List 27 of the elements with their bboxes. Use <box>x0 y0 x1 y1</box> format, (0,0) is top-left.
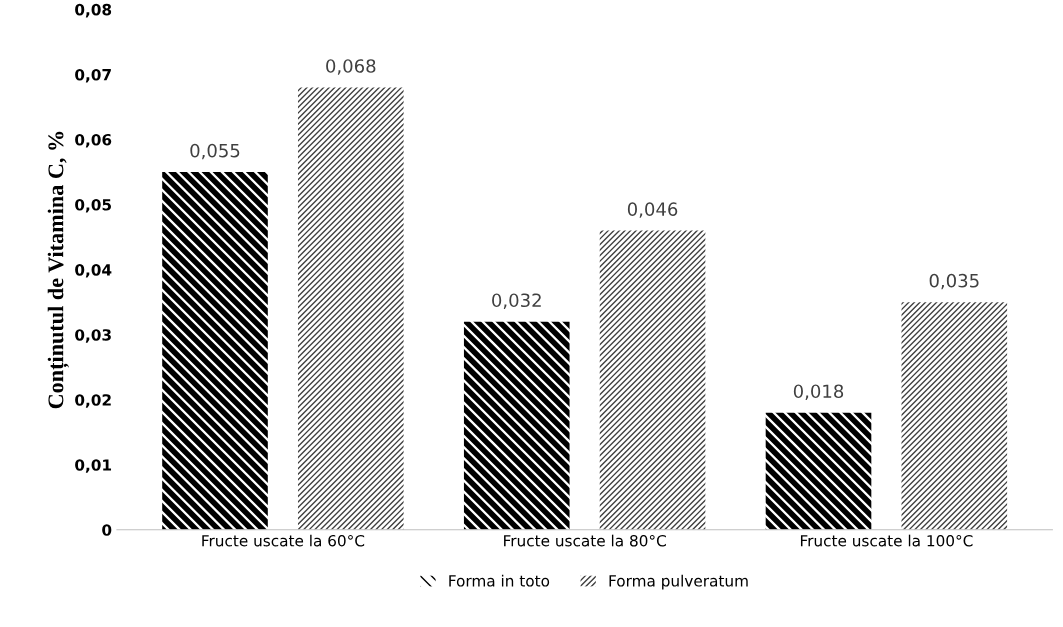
y-tick-label: 0,01 <box>75 459 112 473</box>
x-tick-label: Fructe uscate la 60°C <box>202 534 365 547</box>
bar <box>162 172 268 530</box>
bar <box>297 87 404 530</box>
y-tick-label: 0 <box>102 524 112 536</box>
y-axis-title: Conținutul de Vitamina C, % <box>47 131 69 409</box>
bar <box>599 230 706 530</box>
data-label: 0,068 <box>326 59 376 75</box>
data-label: 0,055 <box>190 143 240 160</box>
y-tick-label: 0,05 <box>75 199 111 213</box>
data-label: 0,018 <box>793 384 844 400</box>
data-label: 0,035 <box>929 273 979 290</box>
legend-label: Forma pulveratum <box>609 574 748 590</box>
data-label: 0,032 <box>492 293 541 309</box>
y-tick-label: 0,03 <box>75 329 111 343</box>
bar <box>463 321 570 530</box>
data-label: 0,046 <box>627 202 678 218</box>
bar <box>901 302 1008 530</box>
y-tick-label: 0,08 <box>75 3 112 18</box>
x-tick-label: Fructe uscate la 100°C <box>800 534 973 547</box>
y-tick-label: 0,07 <box>75 68 111 83</box>
y-tick-label: 0,06 <box>75 133 112 148</box>
y-tick-label: 0,04 <box>75 264 112 278</box>
text: Forma in toto <box>449 574 550 587</box>
x-tick-label: Fructe uscate la 80°C <box>504 534 666 547</box>
bar <box>765 412 872 530</box>
y-tick-label: 0,02 <box>75 394 111 408</box>
